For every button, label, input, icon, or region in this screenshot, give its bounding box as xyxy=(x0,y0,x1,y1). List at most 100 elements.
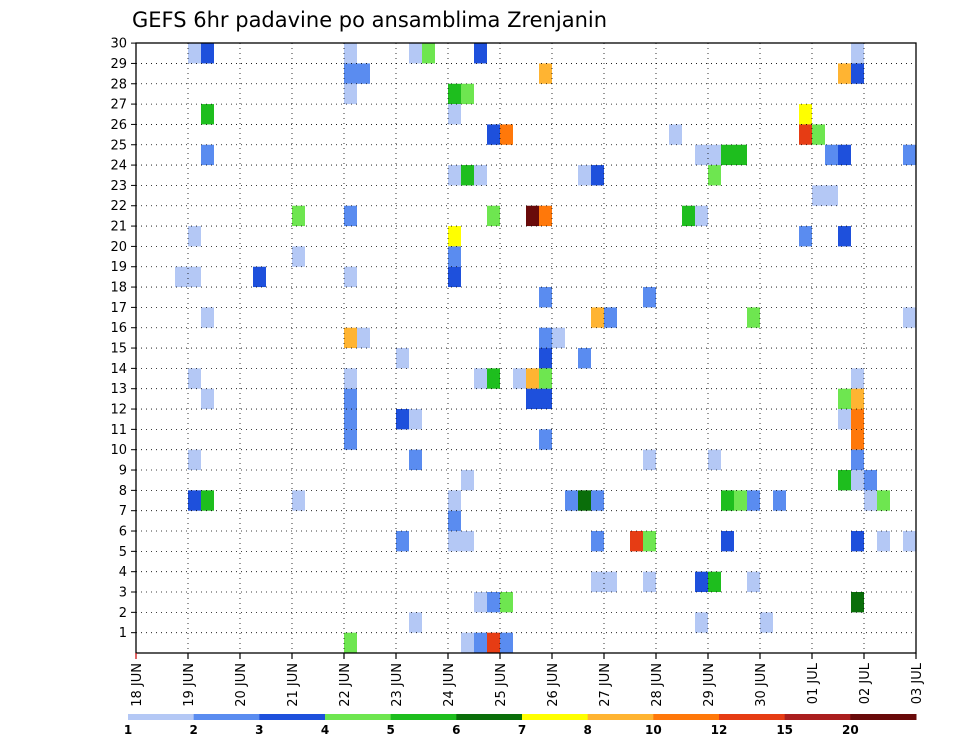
colorbar-label: 5 xyxy=(386,723,394,737)
precip-cell xyxy=(344,266,357,288)
precip-cell xyxy=(851,409,864,430)
precip-cell xyxy=(643,531,656,552)
precip-cell xyxy=(591,165,604,186)
precip-cell xyxy=(396,409,409,430)
precip-cell xyxy=(721,531,734,552)
precip-cell xyxy=(643,287,656,308)
precip-cell xyxy=(526,368,539,389)
x-tick-label: 19 JUN xyxy=(182,663,197,707)
y-axis: 1234567891011121314151617181920212223242… xyxy=(110,37,136,641)
precip-cell xyxy=(344,83,357,105)
precip-cell xyxy=(422,43,435,64)
y-tick-label: 19 xyxy=(110,260,127,275)
precip-cell xyxy=(474,632,487,653)
y-tick-label: 11 xyxy=(110,423,127,438)
y-tick-label: 8 xyxy=(119,484,127,499)
precip-cell xyxy=(448,266,461,288)
y-tick-label: 1 xyxy=(119,626,127,641)
precip-cell xyxy=(760,612,773,633)
precip-cell xyxy=(708,165,721,186)
precip-cell xyxy=(448,83,461,105)
colorbar-label: 20 xyxy=(842,723,859,737)
precip-cell xyxy=(851,470,864,491)
precip-cell xyxy=(851,368,864,389)
x-tick-label: 23 JUN xyxy=(390,663,405,707)
precip-cell xyxy=(344,43,357,64)
precip-cell xyxy=(448,226,461,247)
precip-cell xyxy=(708,144,721,166)
precip-cell xyxy=(864,490,877,511)
precip-cell xyxy=(591,307,604,328)
x-tick-label: 01 JUL xyxy=(806,662,821,704)
data-cells xyxy=(175,43,916,653)
precip-cell xyxy=(487,368,500,389)
precip-cell xyxy=(578,490,591,511)
x-tick-label: 22 JUN xyxy=(338,663,353,707)
precip-cell xyxy=(903,307,916,328)
precip-cell xyxy=(747,571,760,593)
precip-cell xyxy=(409,43,422,64)
precip-cell xyxy=(500,592,513,613)
y-tick-label: 5 xyxy=(119,545,127,560)
x-tick-label: 25 JUN xyxy=(494,663,509,707)
x-tick-label: 03 JUL xyxy=(910,662,925,704)
precip-cell xyxy=(344,632,357,653)
y-tick-label: 12 xyxy=(110,403,127,418)
precip-cell xyxy=(474,165,487,186)
precip-cell xyxy=(448,165,461,186)
colorbar-segment xyxy=(587,714,654,720)
precip-cell xyxy=(448,104,461,125)
precip-cell xyxy=(851,388,864,410)
precip-cell xyxy=(747,307,760,328)
y-tick-label: 29 xyxy=(110,57,127,72)
x-axis: 18 JUN 19 JUN 20 JUN 21 JUN 22 JUN 23 JUN 24 J… xyxy=(130,653,925,707)
precip-cell xyxy=(721,490,734,511)
precip-cell xyxy=(526,205,539,227)
precip-cell xyxy=(448,531,461,552)
precip-cell xyxy=(253,266,266,288)
precip-cell xyxy=(734,144,747,166)
precip-cell xyxy=(396,531,409,552)
grid-lines xyxy=(136,43,916,653)
precip-cell xyxy=(344,327,357,349)
colorbar-segment xyxy=(719,714,786,720)
y-tick-label: 2 xyxy=(119,606,127,621)
y-tick-label: 18 xyxy=(110,281,127,296)
colorbar-segment xyxy=(390,714,457,720)
precip-cell xyxy=(188,490,201,511)
precip-cell xyxy=(539,287,552,308)
y-tick-label: 10 xyxy=(110,443,127,458)
colorbar-segment xyxy=(784,714,851,720)
precip-cell xyxy=(838,63,851,84)
y-tick-label: 20 xyxy=(110,240,127,255)
precip-cell xyxy=(539,348,552,369)
precip-cell xyxy=(344,409,357,430)
y-tick-label: 30 xyxy=(110,37,127,52)
x-tick-label: 30 JUN xyxy=(754,663,769,707)
colorbar-label: 10 xyxy=(645,723,662,737)
x-tick-label: 02 JUL xyxy=(858,662,873,704)
precip-cell xyxy=(292,490,305,511)
precip-cell xyxy=(747,490,760,511)
precip-cell xyxy=(825,185,838,206)
precip-cell xyxy=(448,246,461,267)
colorbar-segment xyxy=(456,714,523,720)
precip-cell xyxy=(695,205,708,227)
y-tick-label: 26 xyxy=(110,118,127,133)
precip-cell xyxy=(734,490,747,511)
precip-cell xyxy=(539,327,552,349)
y-tick-label: 25 xyxy=(110,138,127,153)
precip-cell xyxy=(565,490,578,511)
precip-cell xyxy=(539,429,552,450)
precip-cell xyxy=(825,144,838,166)
colorbar-segment xyxy=(193,714,260,720)
precip-cell xyxy=(773,490,786,511)
precip-cell xyxy=(344,388,357,410)
y-tick-label: 7 xyxy=(119,504,127,519)
precip-cell xyxy=(552,327,565,349)
x-tick-label: 28 JUN xyxy=(650,663,665,707)
precip-cell xyxy=(201,388,214,410)
precip-cell xyxy=(539,63,552,84)
y-tick-label: 21 xyxy=(110,220,127,235)
x-tick-label: 20 JUN xyxy=(234,663,249,707)
